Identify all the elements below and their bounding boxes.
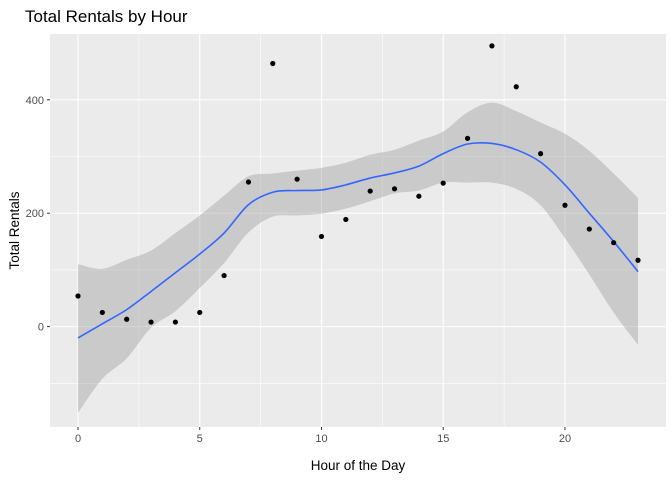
chart-title: Total Rentals by Hour: [25, 7, 188, 26]
x-tick-label: 5: [197, 433, 203, 445]
data-point: [489, 43, 495, 49]
data-point: [221, 272, 227, 279]
data-point: [99, 309, 105, 316]
data-point: [124, 316, 130, 322]
y-tick-label: 400: [26, 95, 44, 107]
x-tick-label: 0: [75, 433, 81, 445]
data-point: [318, 233, 325, 240]
major-gridlines: [50, 34, 666, 427]
data-point: [245, 179, 252, 185]
data-point: [172, 319, 178, 325]
confidence-band-area: [78, 102, 638, 413]
y-tick-label: 0: [38, 322, 44, 334]
data-point: [148, 319, 154, 325]
data-point: [367, 188, 373, 194]
data-points: [75, 43, 641, 325]
y-tick-label: 200: [26, 208, 44, 220]
data-point: [538, 151, 544, 157]
x-axis-title: Hour of the Day: [311, 458, 406, 473]
data-point: [635, 257, 641, 263]
data-point: [586, 226, 592, 232]
data-point: [513, 84, 519, 90]
smooth-line-path: [77, 141, 639, 339]
y-axis-title: Total Rentals: [7, 191, 22, 269]
data-point: [611, 240, 617, 246]
data-point: [343, 216, 349, 223]
data-point: [440, 180, 446, 186]
x-tick-label: 20: [559, 433, 571, 445]
data-point: [416, 193, 422, 199]
data-point: [197, 309, 203, 316]
data-point: [294, 176, 300, 182]
data-point: [270, 60, 276, 67]
smooth-line: [77, 141, 639, 339]
data-point: [464, 135, 471, 141]
data-point: [391, 186, 398, 192]
x-tick-label: 10: [315, 433, 327, 445]
y-axis-ticks: 0 200 400: [26, 95, 50, 334]
x-axis-ticks: 0 5 10 15 20: [75, 427, 571, 445]
confidence-band: [78, 102, 638, 413]
data-point: [562, 202, 568, 208]
data-point: [75, 293, 81, 299]
x-tick-label: 15: [437, 433, 449, 445]
